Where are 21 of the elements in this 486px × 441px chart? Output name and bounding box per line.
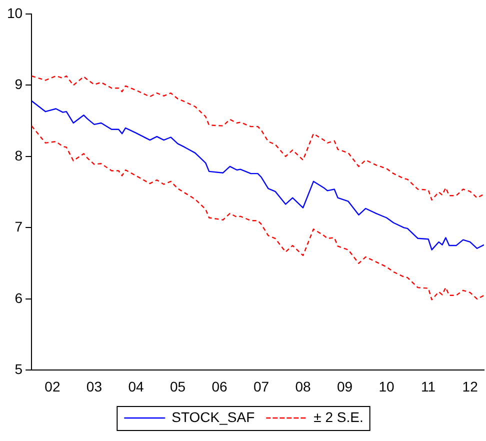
y-tick-label: 10 xyxy=(6,4,23,21)
y-tick-label: 6 xyxy=(14,290,23,306)
x-tick-label: 07 xyxy=(253,378,270,394)
x-tick-label: 08 xyxy=(295,378,312,394)
y-tick-label: 7 xyxy=(14,218,23,235)
line-series xyxy=(32,125,484,300)
x-tick-label: 12 xyxy=(462,378,478,394)
x-tick-label: 11 xyxy=(421,378,436,394)
x-tick-label: 09 xyxy=(337,378,353,394)
line-series xyxy=(32,75,484,201)
x-tick-label: 10 xyxy=(378,378,395,394)
y-tick-label: 9 xyxy=(14,76,23,92)
x-tick-label: 05 xyxy=(170,378,186,394)
legend-label: ± 2 S.E. xyxy=(314,408,364,425)
y-tick-label: 8 xyxy=(14,147,23,164)
x-tick-label: 04 xyxy=(128,378,144,394)
x-tick-label: 02 xyxy=(44,378,60,394)
legend-label: STOCK_SAF xyxy=(172,408,255,425)
x-tick-label: 06 xyxy=(212,378,228,394)
y-tick-label: 5 xyxy=(14,361,23,378)
x-tick-label: 03 xyxy=(86,378,102,394)
